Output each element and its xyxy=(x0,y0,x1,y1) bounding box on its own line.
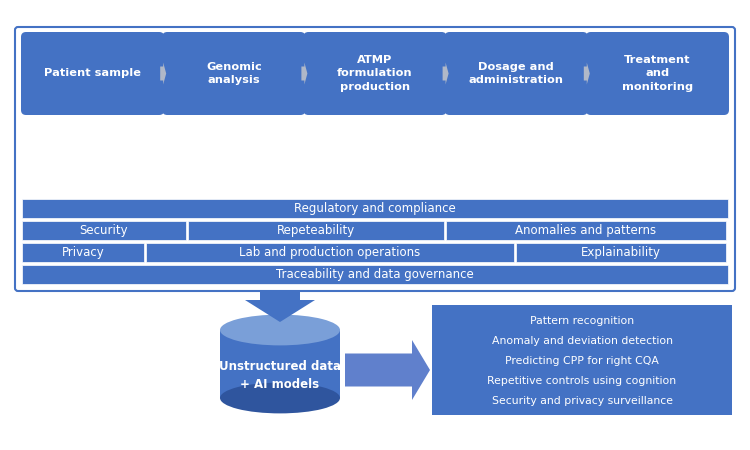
Bar xyxy=(146,243,514,262)
FancyBboxPatch shape xyxy=(304,32,446,115)
Text: ATMP
formulation
production: ATMP formulation production xyxy=(338,55,412,92)
Polygon shape xyxy=(584,63,590,85)
Text: Traceability and data governance: Traceability and data governance xyxy=(276,268,474,281)
FancyBboxPatch shape xyxy=(21,32,164,115)
Polygon shape xyxy=(442,63,448,85)
Bar xyxy=(22,199,728,218)
Bar xyxy=(220,330,340,398)
Text: Security: Security xyxy=(80,224,128,237)
FancyBboxPatch shape xyxy=(445,32,588,115)
Polygon shape xyxy=(345,340,430,400)
Text: Regulatory and compliance: Regulatory and compliance xyxy=(294,202,456,215)
Text: Security and privacy surveillance: Security and privacy surveillance xyxy=(491,396,673,406)
Bar xyxy=(22,221,186,240)
Text: Patient sample: Patient sample xyxy=(44,68,141,78)
Polygon shape xyxy=(245,290,315,322)
Text: Treatment
and
monitoring: Treatment and monitoring xyxy=(622,55,693,92)
Text: Privacy: Privacy xyxy=(62,246,104,259)
Bar xyxy=(516,243,726,262)
Text: Genomic
analysis: Genomic analysis xyxy=(206,62,262,85)
Text: Repetitive controls using cognition: Repetitive controls using cognition xyxy=(488,376,676,386)
Text: Anomaly and deviation detection: Anomaly and deviation detection xyxy=(491,336,673,346)
Text: Anomalies and patterns: Anomalies and patterns xyxy=(515,224,656,237)
Polygon shape xyxy=(302,63,307,85)
Polygon shape xyxy=(160,63,166,85)
Ellipse shape xyxy=(220,382,340,414)
FancyBboxPatch shape xyxy=(586,32,729,115)
Text: Repeteability: Repeteability xyxy=(277,224,355,237)
Text: Predicting CPP for right CQA: Predicting CPP for right CQA xyxy=(505,356,659,366)
Text: Lab and production operations: Lab and production operations xyxy=(239,246,421,259)
Text: Explainability: Explainability xyxy=(581,246,661,259)
Bar xyxy=(188,221,443,240)
Bar xyxy=(446,221,726,240)
Text: Dosage and
administration: Dosage and administration xyxy=(469,62,564,85)
Text: Pattern recognition: Pattern recognition xyxy=(530,316,634,326)
Ellipse shape xyxy=(220,315,340,346)
Bar xyxy=(22,265,728,284)
Bar xyxy=(22,243,143,262)
Bar xyxy=(432,305,732,415)
FancyBboxPatch shape xyxy=(162,32,305,115)
Text: Unstructured data
+ AI models: Unstructured data + AI models xyxy=(219,360,341,391)
FancyBboxPatch shape xyxy=(15,27,735,291)
